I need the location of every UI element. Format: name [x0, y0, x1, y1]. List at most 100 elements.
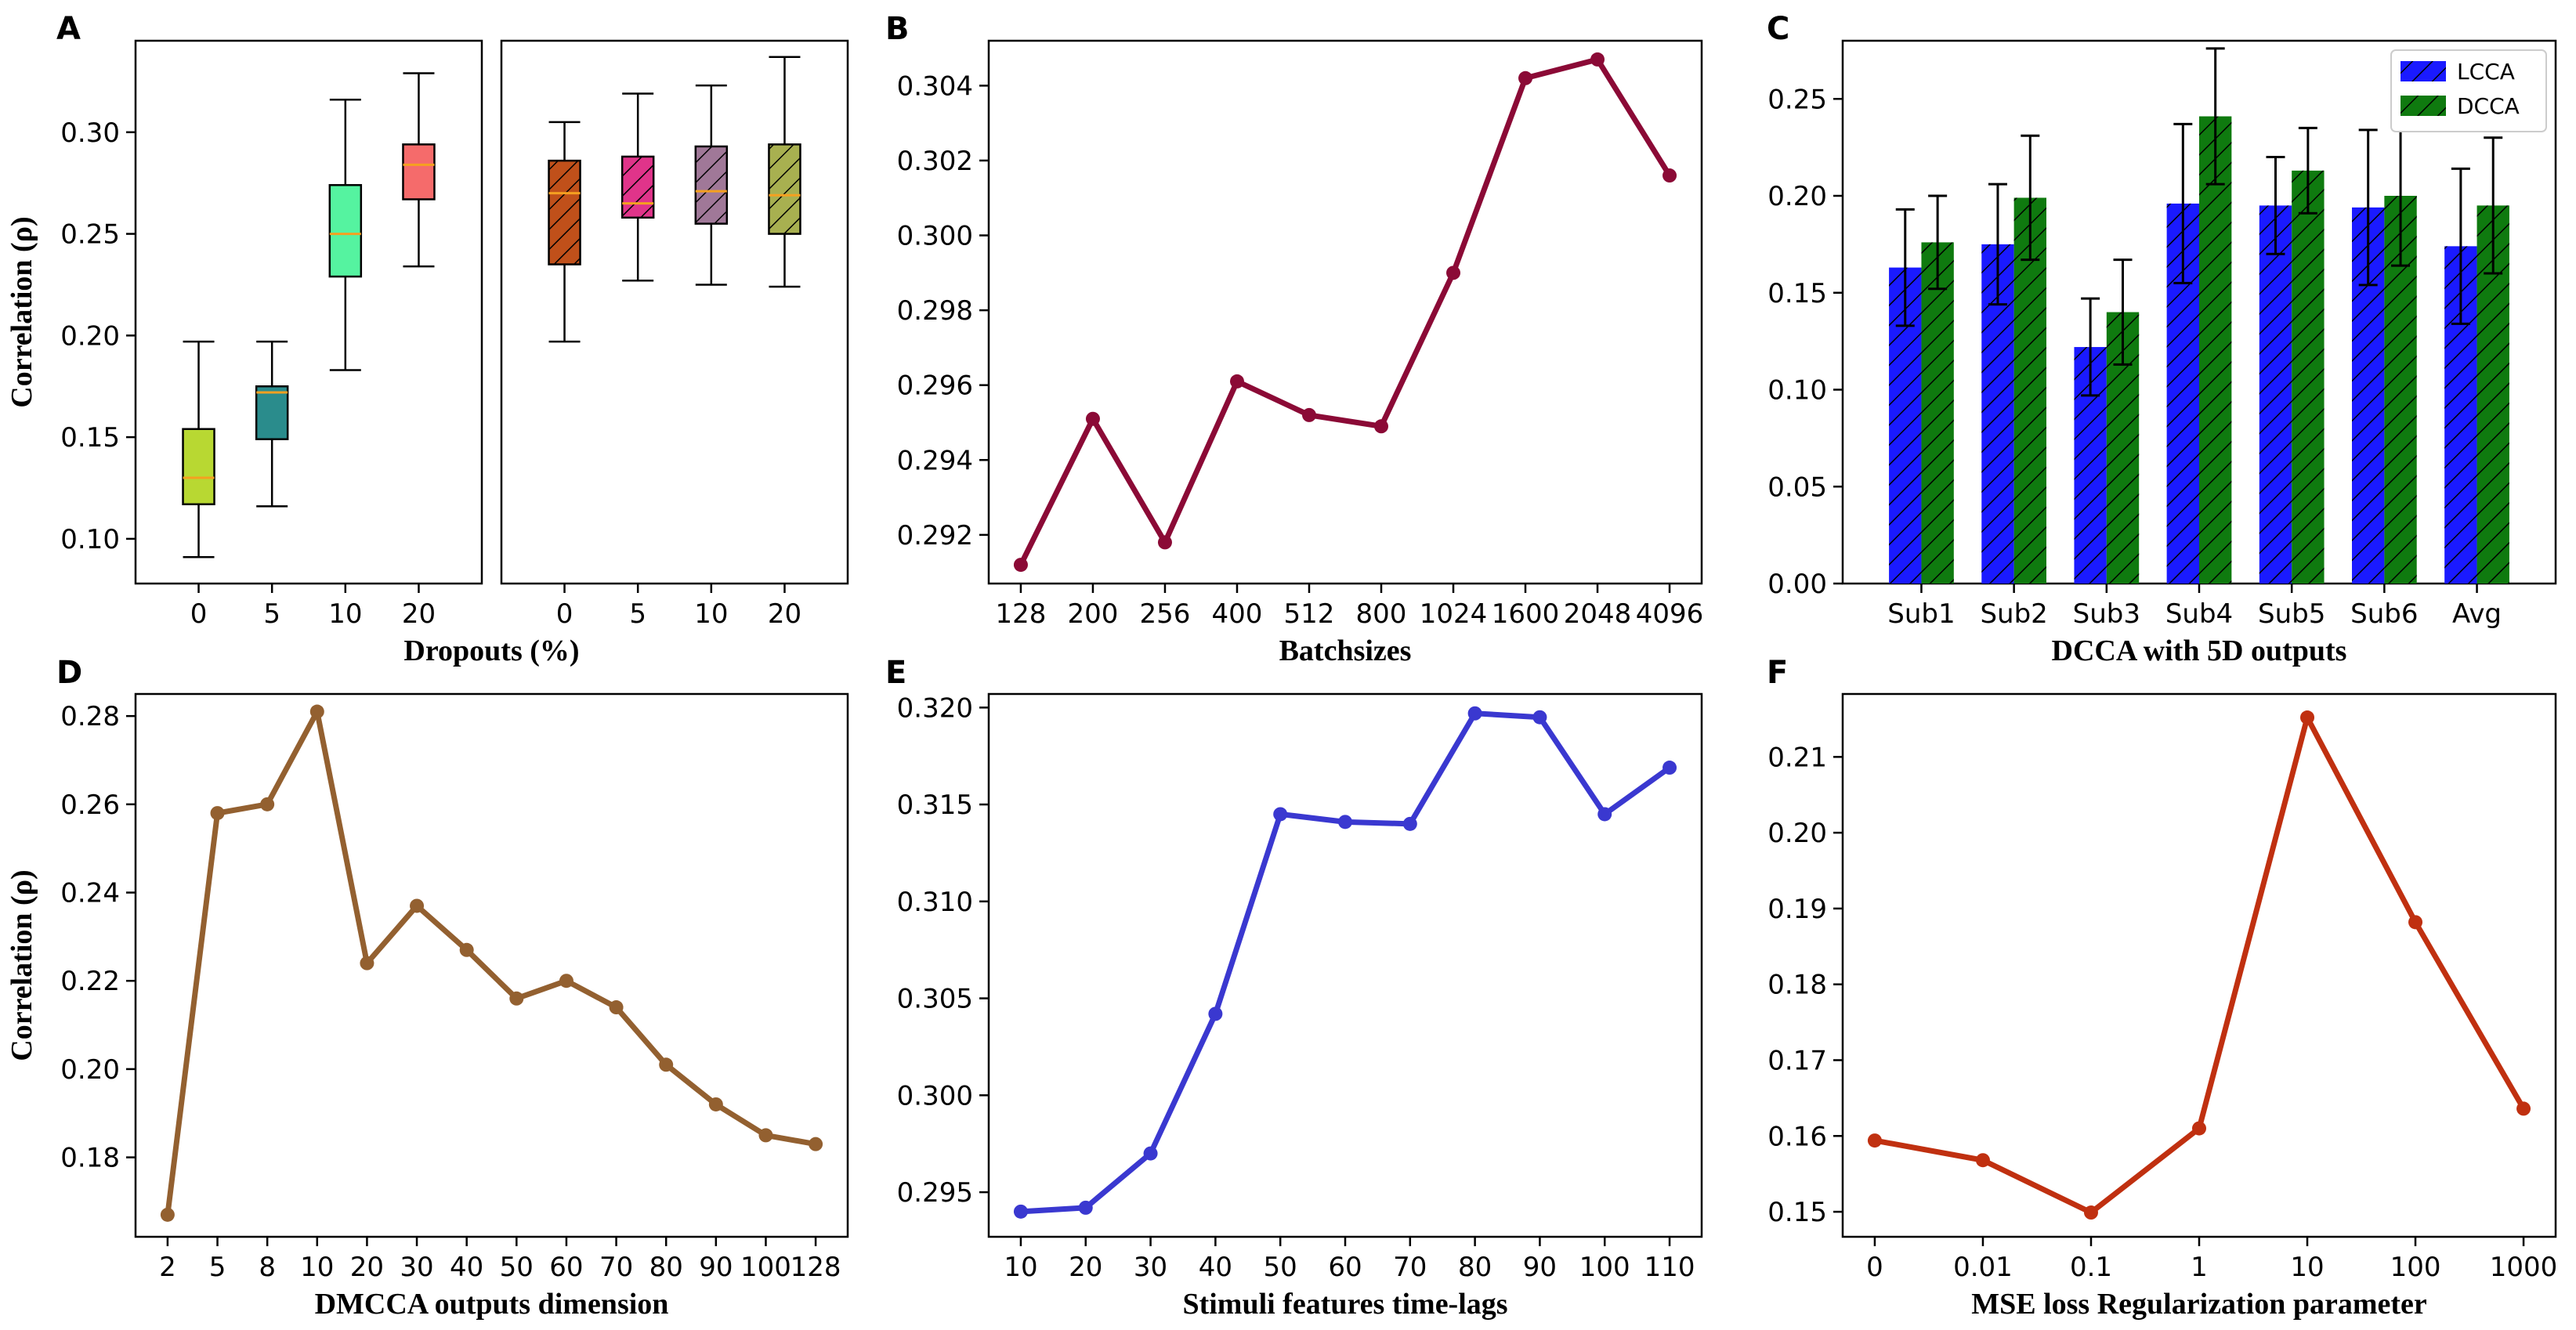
x-tick-label: 10: [2290, 1252, 2324, 1283]
box-plot: [182, 340, 215, 558]
x-tick-label: 5: [209, 1252, 226, 1283]
box-hatch: [695, 146, 727, 224]
x-tick-label: 400: [1212, 598, 1263, 630]
data-point: [160, 1207, 175, 1222]
data-point: [1301, 407, 1316, 422]
plot-frame: [500, 39, 849, 585]
series-line: [165, 709, 816, 1216]
box-plot: [328, 99, 363, 371]
series-line: [1020, 710, 1672, 1215]
y-tick-label: 0.25: [1767, 84, 1827, 115]
box-body: [402, 143, 436, 201]
data-point: [2516, 1101, 2531, 1116]
panel-A: A 0 5 10 20 0 5 10 20 0.10 0.15 0.20 0.25 0.30 Dropout…: [5, 11, 849, 667]
y-tick-label: 0.20: [60, 1054, 120, 1086]
data-point: [2192, 1121, 2206, 1136]
x-tick-label: 512: [1284, 598, 1335, 630]
data-point: [1867, 1133, 1882, 1148]
data-point: [509, 991, 524, 1006]
x-tick-label: 40: [1199, 1252, 1232, 1283]
y-tick-label: 0.28: [60, 701, 120, 732]
data-point: [1662, 761, 1677, 775]
data-point: [1402, 816, 1417, 831]
data-point: [360, 956, 374, 970]
x-tick-label: Avg: [2452, 598, 2502, 630]
y-tick-label: 0.300: [897, 221, 973, 252]
box-plot: [620, 92, 655, 282]
x-tick-label: 1600: [1492, 598, 1560, 630]
y-tick-label: 0.15: [60, 422, 120, 454]
x-tick-label: 100: [2390, 1252, 2441, 1283]
y-tick-label: 0.292: [897, 520, 973, 551]
x-tick-label: 256: [1140, 598, 1191, 630]
x-axis-label: Stimuli features time-lags: [1182, 1288, 1507, 1321]
data-point: [609, 1000, 624, 1015]
data-point: [1597, 807, 1612, 822]
plot-frame: [987, 39, 1703, 585]
x-tick-label: Sub5: [2258, 598, 2325, 630]
data-point: [1590, 52, 1605, 67]
data-point: [1143, 1146, 1158, 1161]
data-point: [809, 1137, 823, 1151]
x-tick-label: 0: [556, 598, 573, 630]
y-axis-label: Correlation (ρ): [5, 869, 38, 1061]
box-body: [255, 385, 289, 440]
x-tick-label: 20: [1069, 1252, 1102, 1283]
x-tick-label: 10: [694, 598, 728, 630]
plot-frame: [134, 39, 483, 585]
x-tick-label: 2: [159, 1252, 176, 1283]
x-axis-label: Batchsizes: [1279, 634, 1412, 667]
x-tick-label: 1: [2191, 1252, 2208, 1283]
x-tick-label: 10: [1004, 1252, 1037, 1283]
x-tick-label: 90: [1523, 1252, 1557, 1283]
legend-swatch-hatch: [2401, 96, 2446, 116]
box-plot: [694, 84, 729, 286]
panel-letter-D: D: [56, 655, 82, 691]
x-tick-label: 0: [190, 598, 208, 630]
x-tick-label: 100: [1579, 1252, 1630, 1283]
data-point: [2300, 710, 2315, 725]
data-point: [1273, 807, 1288, 822]
data-point: [1078, 1200, 1093, 1215]
series-line: [1018, 56, 1673, 566]
x-tick-label: 70: [1393, 1252, 1427, 1283]
x-tick-label: Sub6: [2350, 598, 2418, 630]
x-tick-label: 5: [263, 598, 280, 630]
data-point: [1374, 419, 1389, 434]
y-tick-label: 0.20: [1767, 181, 1827, 212]
x-tick-label: 60: [1328, 1252, 1362, 1283]
x-tick-label: Sub1: [1887, 598, 1955, 630]
y-tick-label: 0.294: [897, 445, 973, 476]
x-axis-label: DCCA with 5D outputs: [2052, 634, 2347, 667]
x-axis-label: MSE loss Regularization parameter: [1971, 1288, 2427, 1321]
x-tick-label: 110: [1644, 1252, 1695, 1283]
y-tick-label: 0.25: [60, 219, 120, 251]
panel-C: C 0.00 0.05 0.10 0.15 0.20 0.25 Sub1 Sub2 Sub3 Sub…: [1767, 11, 2557, 667]
y-tick-label: 0.315: [897, 790, 973, 821]
panel-letter-E: E: [885, 655, 906, 691]
x-tick-label: Sub3: [2073, 598, 2140, 630]
legend-label: DCCA: [2457, 93, 2520, 119]
box-body: [328, 184, 363, 278]
x-tick-label: 30: [1134, 1252, 1167, 1283]
x-tick-label: 800: [1356, 598, 1407, 630]
plot-layer: A0 5 10 20 0 5 10 200.100.150.200.250.30Dropout…: [5, 11, 2557, 1321]
x-tick-label: 128: [995, 598, 1046, 630]
legend: LCCA DCCA: [2390, 49, 2547, 132]
x-tick-label: 50: [1264, 1252, 1297, 1283]
data-point: [1975, 1153, 1990, 1168]
box-plot: [548, 121, 581, 343]
x-tick-label: 2048: [1564, 598, 1632, 630]
box-group-left: 0 5 10 20: [134, 39, 483, 630]
x-tick-label: 70: [599, 1252, 633, 1283]
panel-letter-C: C: [1767, 11, 1789, 47]
y-tick-label: 0.19: [1767, 894, 1827, 925]
box-hatch: [769, 144, 801, 234]
plot-frame: [987, 692, 1703, 1238]
data-point: [659, 1057, 674, 1072]
legend-swatch-hatch: [2401, 61, 2446, 81]
y-tick-label: 0.30: [60, 117, 120, 149]
y-tick-label: 0.00: [1767, 569, 1827, 600]
x-tick-label: 10: [328, 598, 362, 630]
